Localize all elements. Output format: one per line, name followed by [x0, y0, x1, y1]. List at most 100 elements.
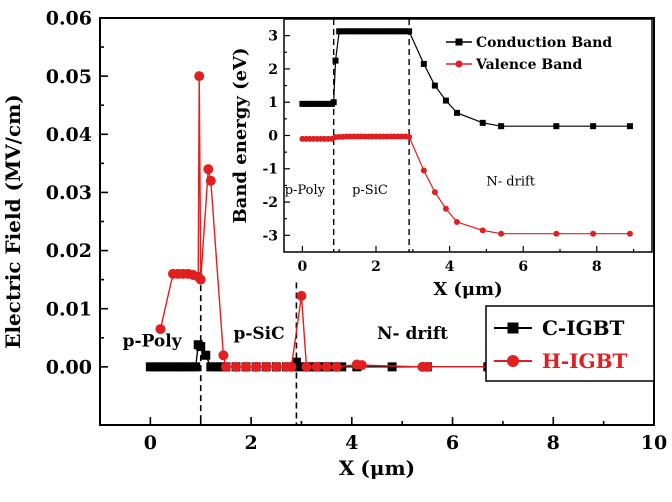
- main-data-point: [311, 361, 322, 372]
- inset-legend-label-valence-band: Valence Band: [475, 57, 582, 73]
- main-region-label-p-sic: p-SiC: [233, 324, 284, 344]
- main-x-axis-label-unit: (μm): [360, 456, 415, 480]
- inset-y-tick-label: 0: [268, 128, 278, 144]
- inset-x-tick-label: 6: [518, 259, 528, 275]
- inset-data-point: [358, 28, 365, 35]
- inset-legend-items: [446, 38, 472, 68]
- inset-data-point: [406, 28, 413, 35]
- main-data-point: [206, 362, 216, 372]
- main-x-tick-label: 6: [446, 432, 459, 454]
- inset-data-point: [498, 230, 505, 237]
- main-y-tick-label: 0.02: [46, 240, 92, 262]
- inset-data-point: [626, 123, 633, 130]
- main-data-point: [251, 361, 262, 372]
- main-data-point: [205, 175, 216, 186]
- inset-data-point: [299, 100, 306, 107]
- main-y-tick-label: 0.04: [46, 124, 92, 146]
- inset-data-point: [431, 189, 438, 196]
- main-x-tick-label: 2: [244, 432, 257, 454]
- main-legend-swatch-marker: [507, 355, 519, 367]
- inset-data-point: [373, 28, 379, 35]
- inset-data-point: [553, 123, 560, 130]
- inset-data-point: [590, 230, 597, 237]
- inset-x-axis-label-unit: (μm): [453, 279, 502, 300]
- inset-data-point: [310, 100, 317, 107]
- main-x-axis-label: X (μm): [339, 456, 415, 480]
- main-data-point: [387, 362, 397, 372]
- main-data-point: [195, 274, 206, 285]
- inset-data-point: [398, 28, 405, 35]
- main-data-point: [218, 350, 229, 361]
- inset-data-point: [303, 100, 310, 107]
- inset-data-point: [590, 123, 597, 130]
- main-legend-box: [485, 305, 655, 382]
- inset-data-point: [376, 28, 383, 35]
- main-data-point: [196, 342, 206, 352]
- main-data-point: [160, 362, 170, 372]
- inset-data-point: [384, 28, 391, 35]
- main-data-point: [155, 362, 165, 372]
- main-data-point: [201, 350, 211, 360]
- inset-data-point: [332, 57, 339, 64]
- main-legend: C-IGBT H-IGBT: [485, 305, 655, 382]
- inset-data-point: [442, 205, 449, 212]
- main-y-tick-label: 0.03: [46, 182, 92, 204]
- main-y-tick-label: 0.00: [46, 357, 92, 379]
- main-legend-swatch-marker: [507, 322, 519, 334]
- inset-legend-swatch-marker: [455, 38, 463, 46]
- main-data-point: [203, 164, 214, 175]
- main-x-axis-label-var: X: [339, 456, 355, 480]
- inset-data-point: [406, 133, 413, 140]
- inset-x-tick-label: 0: [298, 259, 308, 275]
- inset-data-point: [453, 109, 460, 116]
- inset-data-point: [498, 123, 505, 130]
- main-legend-items: [494, 322, 532, 367]
- main-data-point: [150, 362, 160, 372]
- inset-data-point: [343, 28, 350, 35]
- inset-y-tick-label: 2: [268, 62, 278, 78]
- main-data-point: [186, 362, 196, 372]
- main-region-dividers: [199, 265, 298, 425]
- main-data-point: [181, 362, 191, 372]
- main-data-point: [296, 362, 306, 372]
- main-ticks: 0 2 4 6 8 100.000.010.020.030.040.050.06: [46, 8, 668, 454]
- main-data-point: [286, 361, 297, 372]
- inset-data-point: [325, 100, 332, 107]
- inset-chart: 0 2 4 6 8 -3 -2 -1 0 1 2 3 Band energy (eV) X (μm) p…: [230, 18, 653, 300]
- main-data-point: [296, 290, 307, 301]
- inset-y-tick-label: -2: [262, 195, 278, 211]
- inset-ticks: 0 2 4 6 8 -3 -2 -1 0 1 2 3: [262, 18, 635, 275]
- inset-data-point: [350, 28, 357, 35]
- inset-data-point: [553, 230, 560, 237]
- main-data-point: [155, 324, 166, 335]
- main-data-point: [166, 362, 176, 372]
- main-data-point: [261, 361, 272, 372]
- inset-x-axis-label: X (μm): [433, 279, 502, 300]
- inset-data-point: [380, 28, 387, 35]
- inset-data-point: [369, 28, 376, 35]
- main-data-point: [216, 362, 226, 372]
- inset-data-point: [314, 100, 321, 107]
- main-data-point: [171, 362, 181, 372]
- inset-legend-label-conduction-band: Conduction Band: [476, 35, 612, 51]
- main-legend-label-h-igbt: H-IGBT: [542, 349, 628, 373]
- main-data-point: [211, 362, 221, 372]
- inset-data-point: [431, 82, 438, 89]
- main-data-point: [271, 361, 282, 372]
- main-data-point: [301, 361, 312, 372]
- inset-region-label-n-drift: N- drift: [486, 174, 535, 189]
- inset-data-point: [354, 28, 361, 35]
- inset-data-point: [395, 28, 402, 35]
- inset-legend: Conduction Band Valence Band: [446, 35, 612, 73]
- main-chart: 0 2 4 6 8 100.000.010.020.030.040.050.06 Elec…: [1, 8, 667, 480]
- inset-data-point: [306, 100, 313, 107]
- inset-data-point: [420, 60, 427, 67]
- inset-region-label-p-sic: p-SiC: [352, 183, 388, 198]
- main-data-point: [331, 361, 342, 372]
- inset-data-point: [339, 28, 346, 35]
- inset-data-point: [317, 100, 324, 107]
- main-region-label-p-poly: p-Poly: [123, 332, 183, 352]
- main-data-point: [356, 360, 367, 371]
